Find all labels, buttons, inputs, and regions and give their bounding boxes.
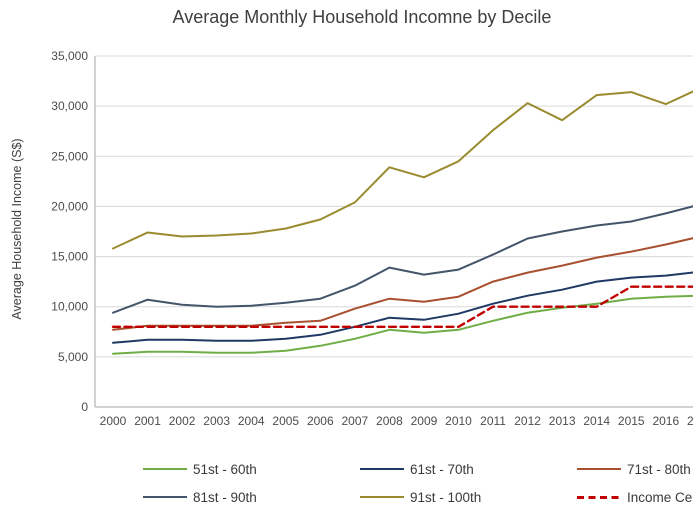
x-tick-label: 2005 bbox=[272, 414, 299, 428]
x-tick-label: 2002 bbox=[169, 414, 196, 428]
legend-line-swatch bbox=[360, 467, 404, 471]
legend-item-51st-60th: 51st - 60th bbox=[143, 461, 257, 477]
x-tick-label: 2008 bbox=[376, 414, 403, 428]
y-tick-label: 5,000 bbox=[58, 350, 88, 364]
y-tick-label: 0 bbox=[81, 400, 88, 414]
legend-dashed-swatch bbox=[577, 495, 621, 499]
y-tick-label: 10,000 bbox=[51, 300, 88, 314]
series-line-71st-80th bbox=[112, 237, 693, 331]
chart-title: Average Monthly Household Incomne by Dec… bbox=[172, 7, 552, 27]
series-line-91st-100th bbox=[112, 90, 693, 250]
legend-item-71st-80th: 71st - 80th bbox=[577, 461, 691, 477]
series-line-51st-60th bbox=[112, 294, 693, 355]
x-tick-label: 2006 bbox=[307, 414, 334, 428]
legend-label: 71st - 80th bbox=[627, 461, 691, 477]
x-tick-label: 2016 bbox=[652, 414, 679, 428]
x-tick-label: 2004 bbox=[238, 414, 265, 428]
series-line-61st-70th bbox=[112, 271, 693, 344]
y-tick-label: 25,000 bbox=[51, 149, 88, 163]
x-tick-label: 2012 bbox=[514, 414, 541, 428]
legend-label: 81st - 90th bbox=[193, 489, 257, 505]
x-tick-label: 2011 bbox=[480, 414, 506, 428]
x-tick-label: 2010 bbox=[445, 414, 472, 428]
y-tick-label: 30,000 bbox=[51, 99, 88, 113]
legend-label: 51st - 60th bbox=[193, 461, 257, 477]
y-tick-label: 20,000 bbox=[51, 199, 88, 213]
legend-label: Income Cei bbox=[627, 489, 693, 505]
legend-line-swatch bbox=[360, 495, 404, 499]
x-tick-label: 2009 bbox=[411, 414, 438, 428]
x-tick-label: 2001 bbox=[134, 414, 161, 428]
x-tick-label: 2015 bbox=[618, 414, 645, 428]
legend-item-81st-90th: 81st - 90th bbox=[143, 489, 257, 505]
x-tick-label: 2007 bbox=[341, 414, 368, 428]
legend-label: 61st - 70th bbox=[410, 461, 474, 477]
x-tick-label: 2000 bbox=[100, 414, 127, 428]
x-tick-label: 2013 bbox=[549, 414, 576, 428]
legend-item-61st-70th: 61st - 70th bbox=[360, 461, 474, 477]
legend-line-swatch bbox=[577, 467, 621, 471]
plot-area: 0 5,000 10,000 15,000 20,000 25,000 30,000 35,0… bbox=[51, 49, 693, 428]
legend-label: 91st - 100th bbox=[410, 489, 482, 505]
y-tick-label: 15,000 bbox=[51, 250, 88, 264]
y-tick-label: 35,000 bbox=[51, 49, 88, 63]
x-tick-label: 2014 bbox=[583, 414, 610, 428]
legend-item-91st-100th: 91st - 100th bbox=[360, 489, 481, 505]
series-line-income-cei bbox=[111, 285, 693, 328]
x-tick-label: 2003 bbox=[203, 414, 230, 428]
legend-item-income-ceiling: Income Cei bbox=[577, 489, 693, 505]
series-line-81st-90th bbox=[112, 205, 693, 314]
legend-line-swatch bbox=[143, 467, 187, 471]
x-tick-label: 2017 bbox=[687, 414, 693, 428]
legend-line-swatch bbox=[143, 495, 187, 499]
